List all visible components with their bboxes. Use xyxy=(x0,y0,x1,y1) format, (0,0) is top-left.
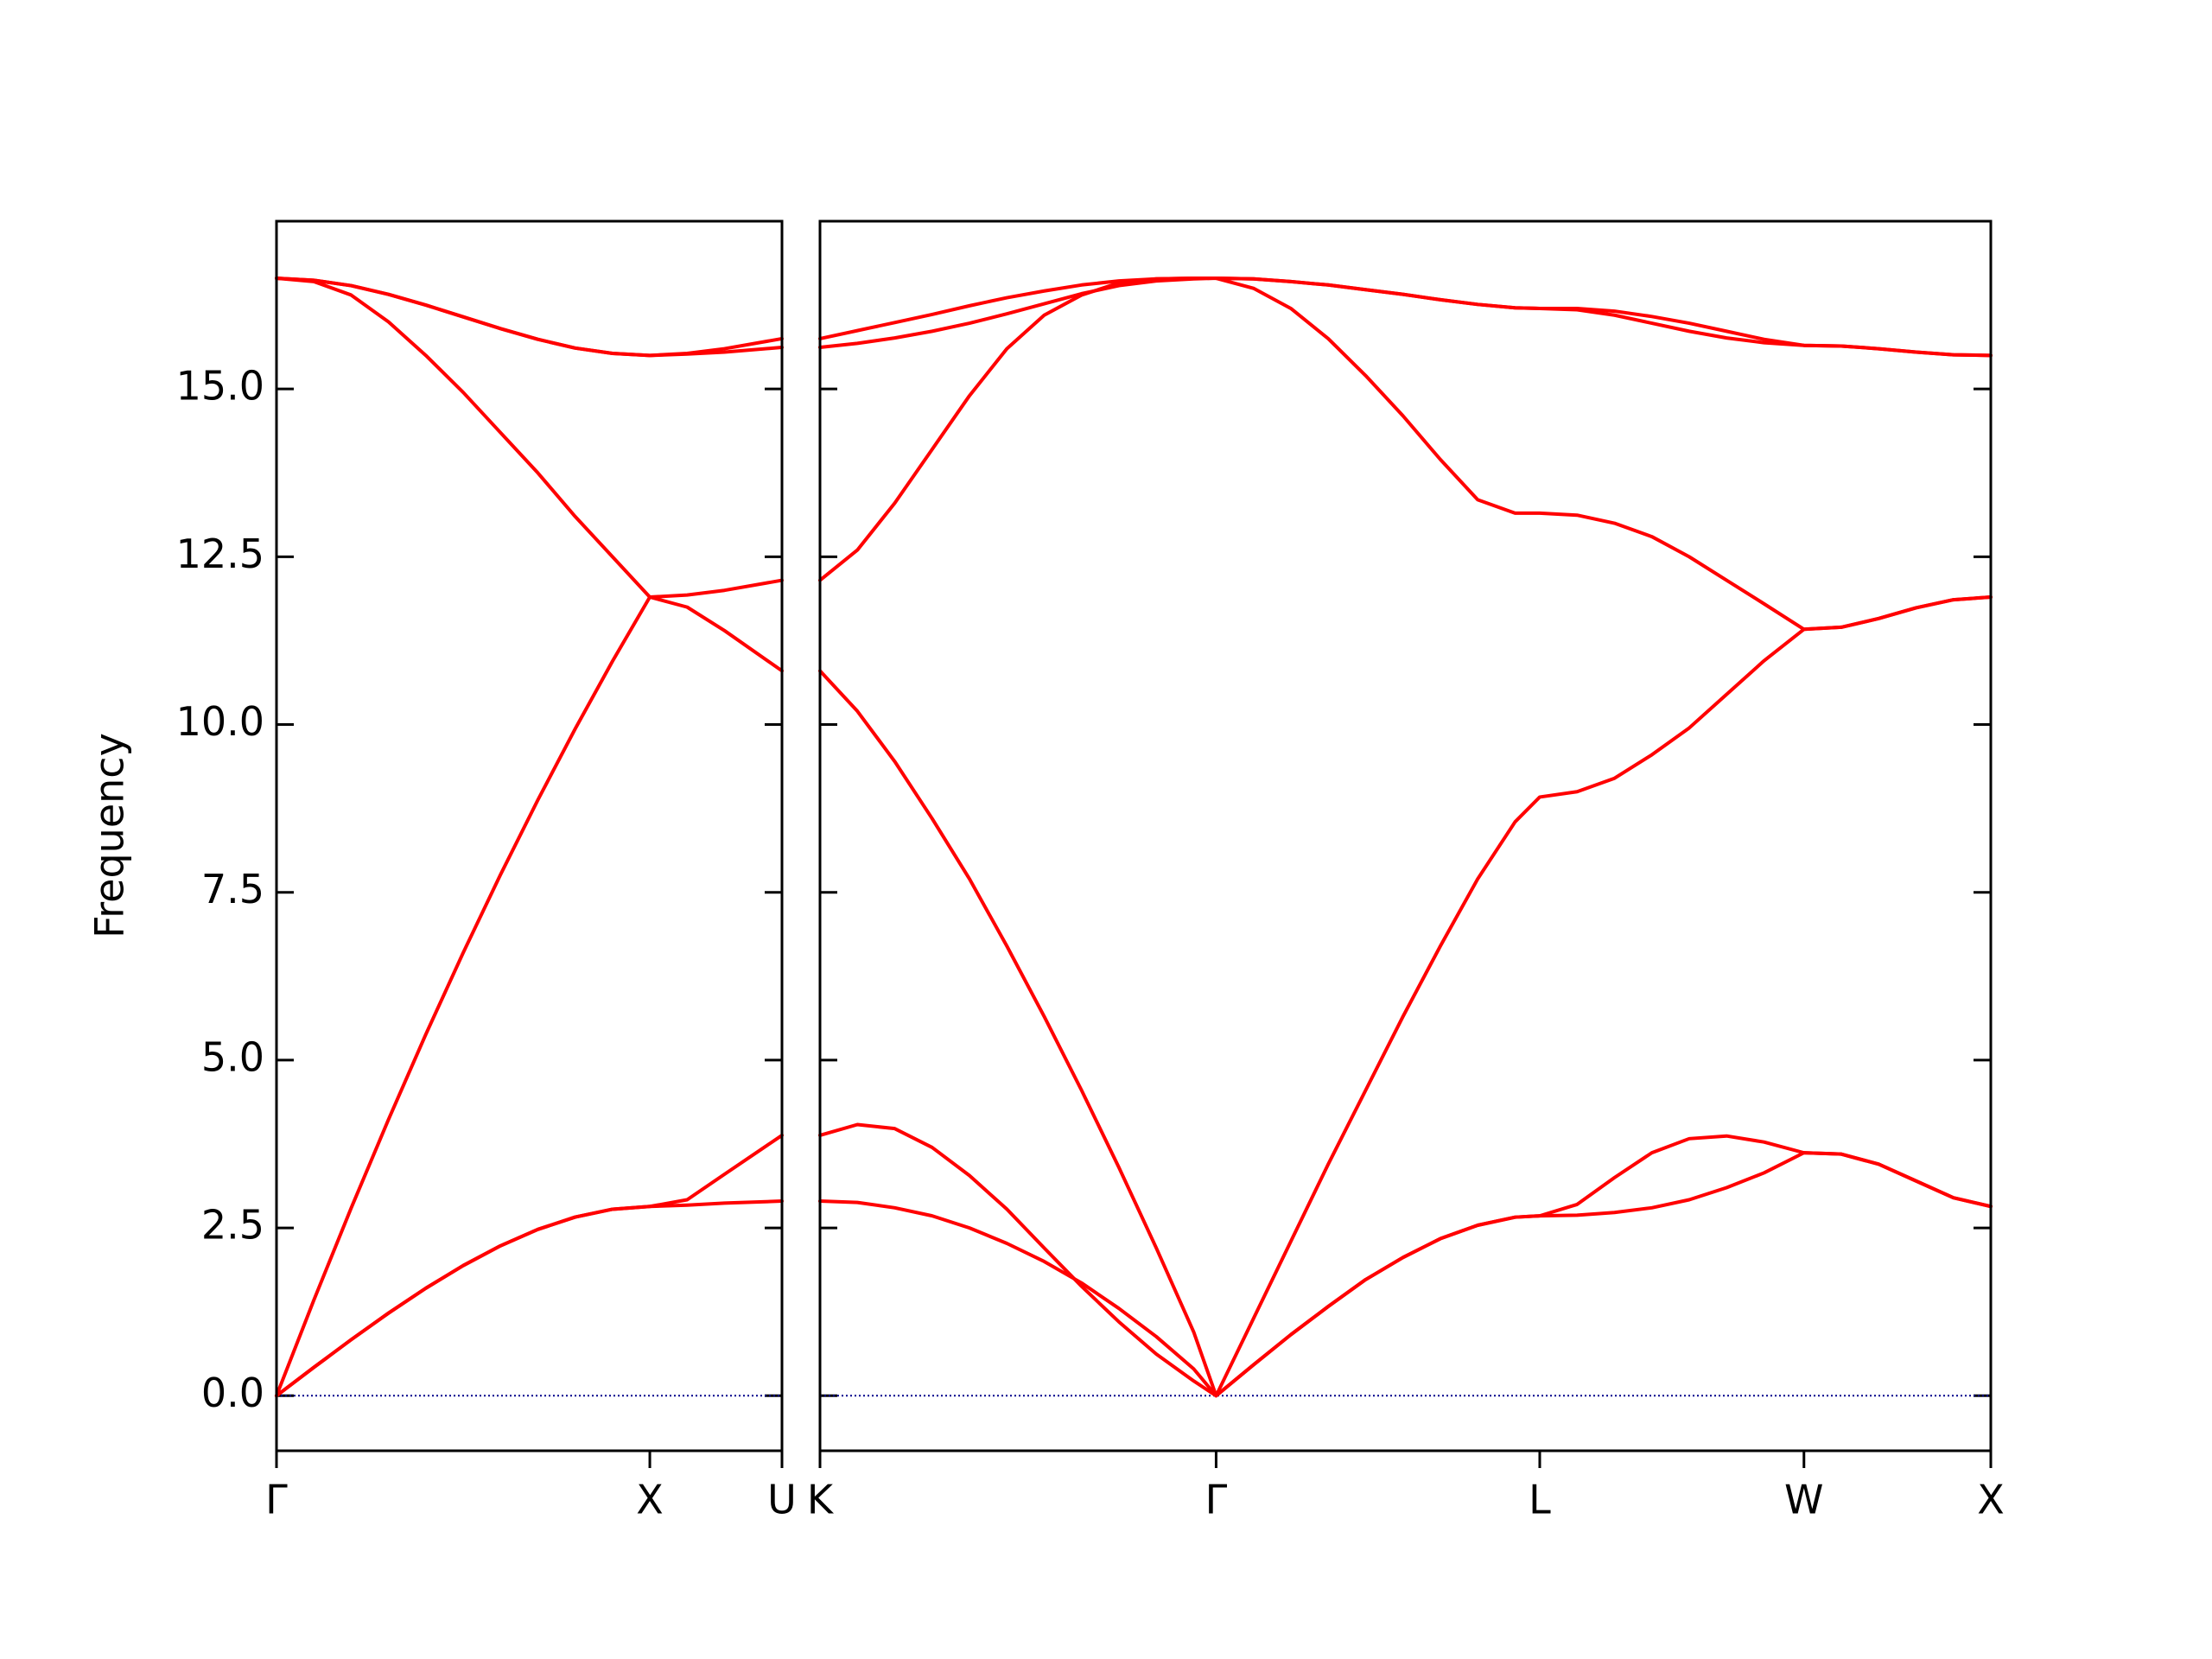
y-tick-label: 0.0 xyxy=(201,1370,264,1416)
axes-frame xyxy=(275,219,784,1452)
y-tick-label: 15.0 xyxy=(176,363,264,410)
x-tick-label: X xyxy=(1977,1477,2005,1523)
y-axis-label: Frequency xyxy=(86,733,133,938)
x-tick-label: U xyxy=(767,1477,797,1523)
band-line xyxy=(275,276,784,358)
y-tick-label: 2.5 xyxy=(201,1202,264,1249)
band-line xyxy=(818,594,1993,1398)
band-line xyxy=(818,276,1993,358)
band-line xyxy=(818,1151,1993,1398)
band-line xyxy=(818,1122,1993,1398)
y-tick-label: 12.5 xyxy=(176,531,264,577)
band-line xyxy=(275,594,784,1398)
band-line xyxy=(275,1133,784,1398)
y-tick-label: 7.5 xyxy=(201,866,264,912)
x-tick-label: K xyxy=(807,1477,835,1523)
band-line xyxy=(275,1199,784,1398)
y-tick-label: 5.0 xyxy=(201,1033,264,1080)
band-line xyxy=(818,276,1993,632)
x-tick-label: X xyxy=(636,1477,664,1523)
axes-frame xyxy=(818,219,1993,1452)
x-tick-label: L xyxy=(1529,1477,1551,1523)
x-tick-label: W xyxy=(1784,1477,1823,1523)
y-tick-label: 10.0 xyxy=(176,698,264,745)
band-line xyxy=(275,276,784,599)
x-tick-label: Γ xyxy=(265,1477,288,1523)
x-tick-label: Γ xyxy=(1205,1477,1228,1523)
band-line xyxy=(275,276,784,358)
